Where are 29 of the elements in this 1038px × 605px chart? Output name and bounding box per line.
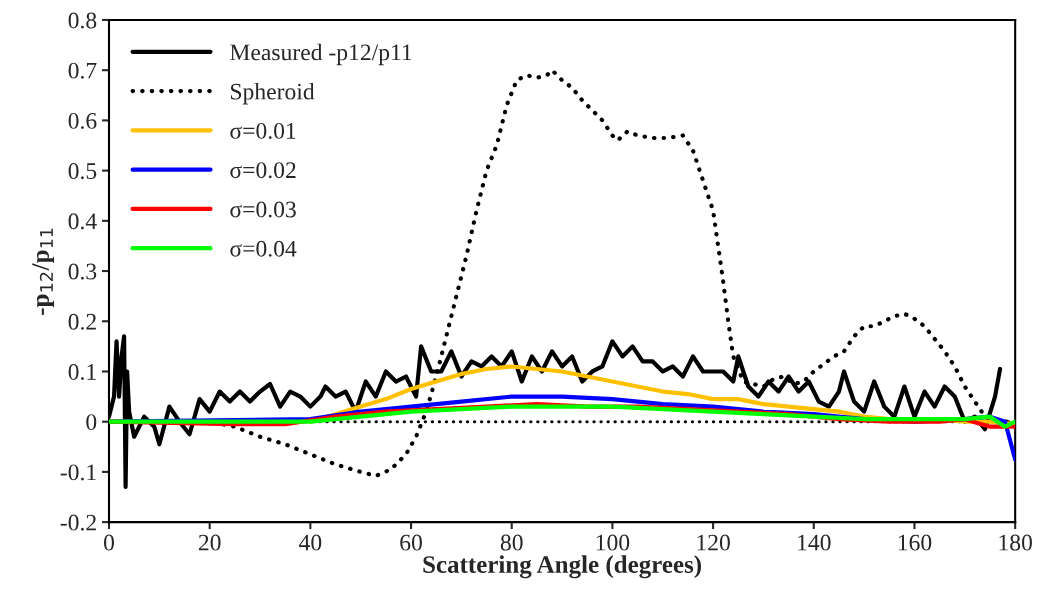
- x-tick-label: 100: [596, 534, 630, 551]
- x-tick-label: 140: [798, 534, 831, 551]
- x-tick-label: 60: [400, 534, 422, 551]
- x-tick-label: 180: [999, 534, 1032, 551]
- y-tick-label: 0: [86, 414, 97, 431]
- legend-label: σ=0.04: [230, 240, 297, 257]
- x-tick-label: 20: [198, 534, 221, 551]
- legend-label: Measured -p12/p11: [230, 43, 412, 66]
- y-axis-title: -p$_{12}$/p$_{11}$: [32, 228, 55, 315]
- x-tick-label: 160: [898, 534, 932, 551]
- x-tick-label: 80: [500, 534, 523, 551]
- y-tick-label: 0.4: [68, 213, 97, 230]
- y-tick-label: 0.6: [68, 112, 97, 129]
- legend-label: Spheroid: [230, 82, 315, 105]
- y-tick-label: 0.3: [68, 263, 97, 280]
- y-tick-label: 0.5: [68, 163, 97, 180]
- y-tick-label: -0.2: [60, 514, 96, 531]
- x-tick-label: 40: [299, 534, 322, 551]
- legend-label: σ=0.01: [230, 122, 296, 139]
- x-tick-label: 0: [103, 534, 114, 551]
- y-tick-label: 0.7: [68, 62, 97, 79]
- y-tick-label: 0.2: [68, 313, 96, 330]
- y-tick-label: 0.8: [68, 12, 97, 29]
- y-tick-label: -0.1: [60, 464, 96, 481]
- x-axis-title: Scattering Angle (degrees): [423, 555, 701, 579]
- legend-label: σ=0.03: [230, 201, 296, 218]
- legend-label: σ=0.02: [230, 162, 296, 179]
- x-tick-label: 120: [697, 534, 730, 551]
- y-tick-label: 0.1: [68, 363, 96, 380]
